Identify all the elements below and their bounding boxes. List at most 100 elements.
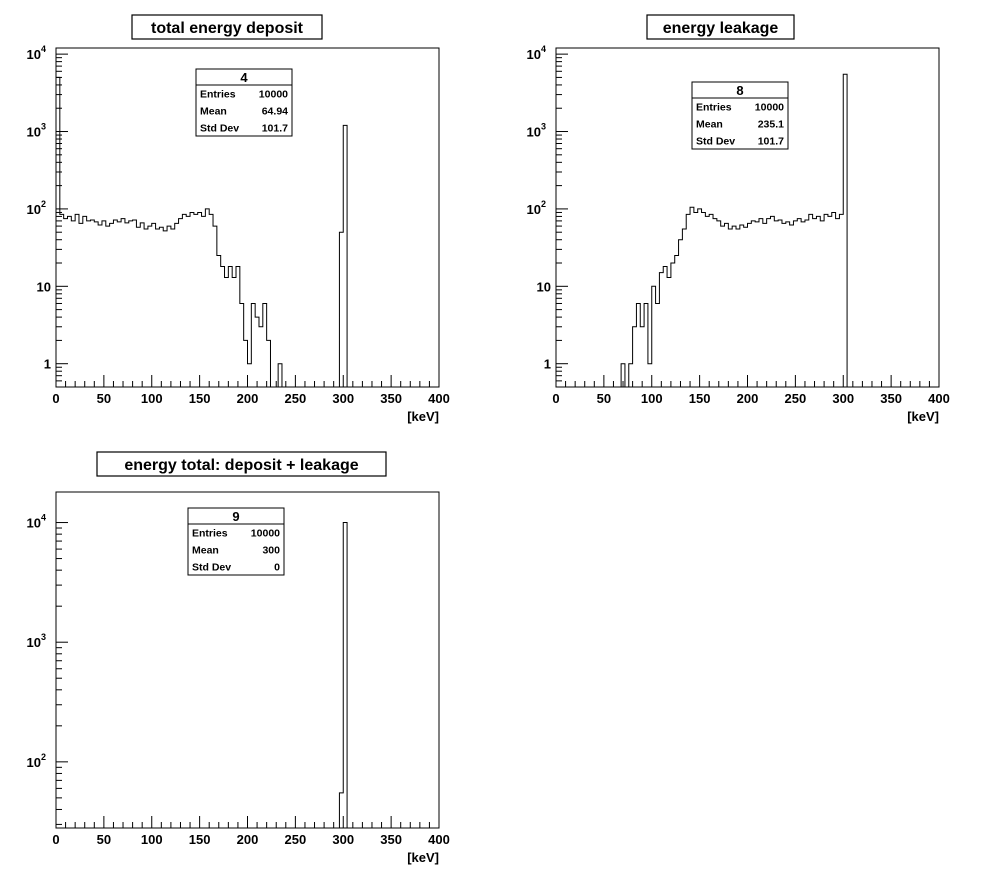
y-tick-label: 104 (27, 513, 46, 531)
histogram-bin (709, 214, 713, 387)
histogram-bin (705, 216, 709, 387)
stats-value: 300 (262, 545, 280, 557)
histogram-bin (205, 209, 209, 387)
histogram-bin (694, 212, 698, 387)
histogram-bin (121, 219, 125, 387)
histogram-bin (755, 222, 759, 387)
histogram-bin (163, 231, 167, 387)
histogram-bin (240, 303, 244, 387)
stats-value: 235.1 (758, 119, 784, 131)
histogram-bin (140, 223, 144, 387)
x-tick-label: 300 (332, 832, 354, 847)
chart-title: energy total: deposit + leakage (124, 457, 358, 474)
histogram-series (55, 76, 348, 388)
histogram-bin (156, 229, 160, 387)
histogram-bin (71, 221, 75, 387)
histogram-bin (236, 267, 240, 387)
histogram-bin (633, 327, 637, 387)
chart-title: energy leakage (663, 20, 779, 37)
x-tick-label: 400 (928, 391, 950, 406)
histogram-bin (767, 219, 771, 387)
histogram-bin (839, 214, 843, 387)
stats-value: 0 (274, 562, 280, 574)
histogram-bin (255, 317, 259, 387)
histogram-bin (144, 229, 148, 387)
histogram-bin (198, 212, 202, 387)
histogram-bin (67, 216, 71, 387)
histogram-bin (774, 221, 778, 387)
histogram-bin (679, 240, 683, 387)
histogram-bin (221, 267, 225, 387)
histogram-bin (83, 216, 87, 387)
histogram-bin (259, 327, 263, 387)
histogram-bin (117, 222, 121, 387)
histogram-bin (251, 303, 255, 387)
x-tick-label: 400 (428, 832, 450, 847)
histogram-bin (194, 214, 198, 387)
x-tick-label: 300 (832, 391, 854, 406)
histogram-bin (278, 364, 282, 387)
x-tick-label: 250 (285, 391, 307, 406)
histogram-bin (64, 219, 68, 387)
chart-panel-2: energy leakage 0 50 100 150 200 250 300 350 400 [k… (527, 14, 950, 424)
histogram-bin (721, 226, 725, 387)
histogram-bin (113, 220, 117, 387)
stats-label: Mean (192, 545, 219, 557)
histogram-bin (824, 214, 828, 387)
histogram-bin (671, 263, 675, 387)
x-tick-label: 200 (737, 391, 759, 406)
x-tick-label: 150 (189, 832, 211, 847)
histogram-bin (690, 207, 694, 387)
stats-box: 8 Entries 10000 Mean 235.1 Std Dev 101.7 (691, 81, 789, 150)
histogram-bin (167, 226, 171, 387)
chart-title: total energy deposit (151, 20, 304, 37)
histogram-bin (75, 214, 79, 387)
histogram-bin (339, 232, 343, 387)
histogram-bin (263, 303, 267, 387)
histogram-bin (820, 221, 824, 387)
histogram-bin (102, 221, 106, 387)
histogram-bin (190, 212, 194, 387)
histogram-bin (813, 219, 817, 387)
x-tick-label: 100 (641, 391, 663, 406)
y-tick-label: 10 (537, 279, 551, 294)
histogram-bin (717, 221, 721, 387)
histogram-bin (828, 216, 832, 387)
chart-panel-3: energy total: deposit + leakage 0 50 100 150… (27, 451, 450, 865)
histogram-bin (175, 223, 179, 387)
histogram-bin (843, 74, 847, 387)
x-tick-label: 250 (785, 391, 807, 406)
y-tick-label: 103 (527, 122, 546, 140)
histogram-bin (663, 267, 667, 387)
histogram-bin (675, 256, 679, 387)
histogram-bin (636, 303, 640, 387)
histogram-bin (652, 286, 656, 387)
x-tick-label: 150 (189, 391, 211, 406)
histogram-bin (751, 221, 755, 387)
histogram-bin (209, 214, 213, 387)
stats-value: 10000 (259, 89, 288, 101)
histogram-bin (736, 229, 740, 387)
histogram-bin (339, 793, 343, 828)
histogram-bin (728, 229, 732, 387)
x-tick-label: 0 (52, 391, 59, 406)
x-axis-label: [keV] (407, 850, 439, 865)
stats-label: Std Dev (696, 136, 735, 148)
histogram-bin (152, 223, 156, 387)
x-axis-label: [keV] (907, 409, 939, 424)
histogram-bin (809, 214, 813, 387)
histogram-bin (778, 220, 782, 387)
histogram-bin (805, 220, 809, 387)
stats-label: Entries (696, 102, 732, 114)
histogram-bin (702, 212, 706, 387)
histogram-bin (129, 221, 133, 387)
histogram-bin (60, 214, 64, 387)
histogram-bin (740, 225, 744, 387)
histogram-bin (790, 225, 794, 387)
histogram-bin (725, 223, 729, 387)
histogram-bin (343, 125, 347, 387)
stats-value: 64.94 (262, 106, 288, 118)
stats-box-frame (195, 68, 293, 137)
histogram-bin (698, 209, 702, 387)
stats-label: Mean (200, 106, 227, 118)
